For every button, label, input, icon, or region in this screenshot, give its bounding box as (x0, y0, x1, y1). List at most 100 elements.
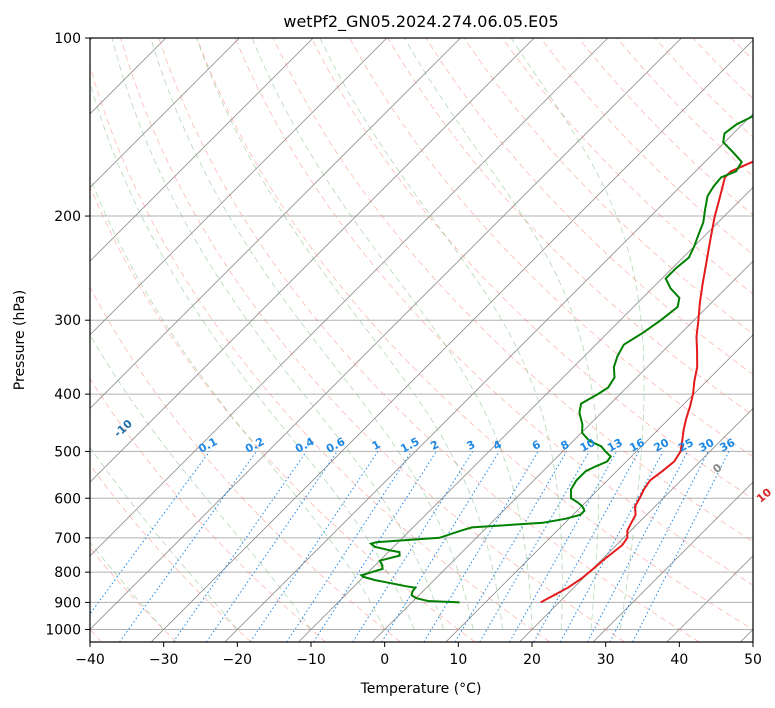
mixing-ratio-label: 30 (697, 436, 717, 455)
mixing-ratio-line (509, 451, 618, 642)
dry-adiabat-line (501, 38, 753, 295)
isotherm-line (90, 38, 388, 336)
y-tick-label: 600 (54, 491, 81, 507)
mixing-ratio-label: 1.5 (398, 435, 421, 456)
moist-adiabat-line (90, 541, 164, 630)
dry-adiabat-line (120, 38, 625, 642)
dry-adiabat-line (540, 38, 753, 255)
isotherm-line (90, 38, 461, 410)
isotherm-line (666, 555, 753, 642)
mixing-ratio-label: 0.4 (293, 435, 317, 456)
mixing-ratio-line (533, 451, 640, 642)
dry-adiabat-line (90, 464, 252, 642)
isotherm-line (371, 260, 753, 642)
dry-adiabat-line (311, 38, 753, 500)
mixing-ratio-label: 10 (578, 436, 598, 455)
isotherm-line (90, 38, 609, 557)
moist-adiabat-line (90, 333, 312, 630)
dewpoint-profile-line (359, 115, 753, 604)
dry-adiabat-line (578, 38, 753, 216)
dry-adiabat-line (654, 38, 753, 138)
moist-adiabat-label: 10 (754, 485, 774, 505)
y-tick-label: 300 (54, 313, 81, 329)
isotherm-line (150, 39, 753, 642)
x-axis-label: Temperature (°C) (360, 681, 482, 697)
dry-adiabat-line (90, 286, 401, 642)
x-tick-label: 40 (670, 652, 688, 668)
x-tick-label: −40 (75, 652, 105, 668)
x-tick-label: 10 (449, 652, 467, 668)
isotherm-line (740, 628, 753, 642)
mixing-ratio-label: 0.6 (324, 435, 348, 456)
isotherm-line (445, 334, 753, 642)
moist-adiabat-line (111, 38, 444, 630)
dry-adiabat-line (692, 38, 753, 100)
moist-adiabat-line (251, 38, 533, 630)
dry-adiabat-line (158, 38, 700, 642)
dry-adiabat-line (90, 378, 326, 642)
mixing-ratio-line (454, 451, 568, 642)
isotherm-line (224, 113, 753, 642)
mixing-ratio-label: 0.1 (196, 435, 219, 456)
mixing-ratio-label: 3 (465, 438, 478, 453)
mixing-ratio-label: 36 (717, 436, 737, 455)
mixing-ratio-label: 8 (559, 438, 572, 453)
x-tick-label: −30 (149, 652, 179, 668)
moist-adiabat-line (510, 38, 645, 630)
plot-frame (89, 37, 754, 643)
profile-series (359, 115, 753, 604)
mixing-ratio-line (206, 451, 338, 642)
y-tick-label: 700 (54, 531, 81, 547)
moist-adiabat-line (150, 38, 474, 630)
mixing-ratio-label: 16 (627, 436, 647, 455)
temperature-profile-line (540, 160, 753, 604)
mixing-ratio-line (479, 451, 590, 642)
mixing-ratio-label: 2 (428, 438, 441, 453)
mixing-ratio-label: 13 (605, 436, 625, 455)
mixing-ratio-line (119, 451, 257, 642)
dry-adiabat-line (769, 38, 775, 642)
x-tick-label: 50 (744, 652, 762, 668)
moist-adiabat-line (90, 81, 415, 630)
x-tick-label: 0 (380, 652, 389, 668)
isotherm-line (592, 481, 753, 642)
mixing-ratio-label: 1 (370, 438, 383, 453)
background-lines (90, 38, 775, 642)
dry-adiabat-line (90, 64, 551, 642)
mixing-ratio-label: 6 (530, 438, 543, 453)
mixing-ratio-line (286, 451, 413, 642)
mixing-ratio-line (352, 451, 474, 642)
isotherm-line (90, 38, 314, 262)
dry-adiabat-line (90, 185, 476, 642)
x-axis-ticks: −40 −30 −20 −10 0 10 20 30 40 50 (75, 642, 762, 668)
mixing-ratio-line (586, 451, 689, 642)
y-tick-label: 800 (54, 565, 81, 581)
y-tick-label: 200 (54, 209, 81, 225)
mixing-ratio-line (423, 451, 539, 642)
chart-title: wetPf2_GN05.2024.274.06.05.E05 (283, 12, 558, 32)
moist-adiabat-line (404, 38, 600, 630)
x-tick-label: −20 (223, 652, 253, 668)
mixing-ratio-line (559, 451, 664, 642)
mixing-ratio-line (249, 451, 379, 642)
x-tick-label: 20 (523, 652, 541, 668)
isotherm-line (90, 38, 682, 631)
dry-adiabat-label: -10 (111, 417, 135, 440)
moist-adiabat-line (90, 446, 238, 630)
y-tick-label: 500 (54, 444, 81, 460)
y-axis-label: Pressure (hPa) (12, 290, 28, 390)
y-tick-label: 100 (54, 31, 81, 47)
isotherm-line (90, 38, 240, 189)
dry-adiabat-line (463, 38, 753, 335)
moist-adiabat-line (90, 176, 386, 630)
dry-adiabat-line (234, 38, 753, 586)
mixing-ratio-line (90, 451, 210, 615)
mixing-ratio-line (172, 451, 307, 642)
y-tick-label: 400 (54, 387, 81, 403)
mixing-ratio-label: 20 (652, 436, 672, 455)
moist-adiabat-line (196, 38, 503, 630)
isotherm-line (90, 38, 535, 483)
y-tick-label: 900 (54, 595, 81, 611)
dry-adiabat-line (272, 38, 753, 543)
